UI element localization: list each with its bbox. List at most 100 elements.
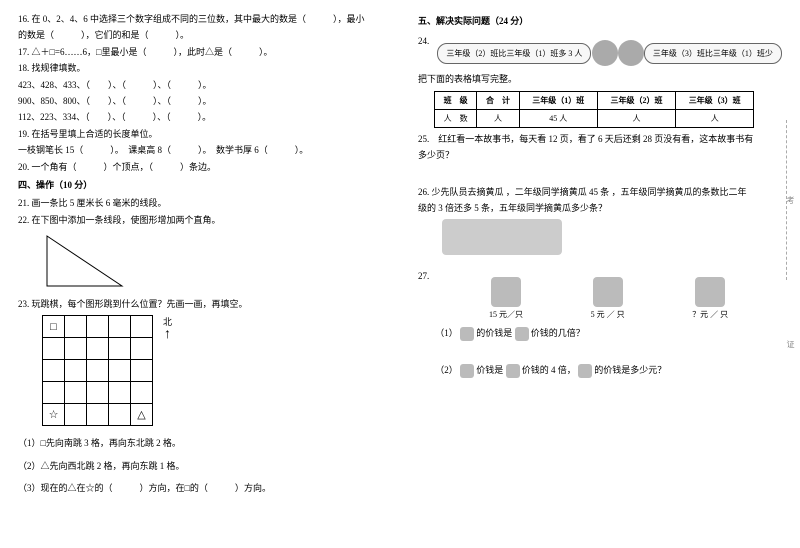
q25b-text: 多少页？ (418, 148, 782, 162)
triangle-figure (42, 231, 382, 293)
th: 三年级（1）班 (519, 91, 597, 109)
inline-animal-icon (578, 364, 592, 378)
animal-icon (593, 277, 623, 307)
bubble-row: 三年级（2）班比三年级（1）班多 3 人 三年级（3）班比三年级（1）班少 (437, 40, 782, 66)
q18-text: 18. 找规律填数。 (18, 61, 382, 75)
q20-text: 20. 一个角有（ ）个顶点，（ ）条边。 (18, 160, 382, 174)
th: 合 计 (477, 91, 519, 109)
td: 45 人 (519, 109, 597, 127)
triangle-svg (42, 231, 142, 291)
q22-text: 22. 在下图中添加一条线段，使图形增加两个直角。 (18, 213, 382, 227)
animal-icon (695, 277, 725, 307)
item-icon-3: ？元 ／ 只 (692, 277, 728, 320)
kid-icon (592, 40, 618, 66)
th: 三年级（3）班 (676, 91, 754, 109)
grid-cell (109, 360, 131, 382)
q18a-text: 423、428、433、（ ）、（ ）、（ ）。 (18, 78, 382, 92)
q17-text: 17. △＋□=6……6，□里最小是（ ），此时△是（ ）。 (18, 45, 382, 59)
side-tab-a: 考 (786, 120, 796, 280)
td: 人 (597, 109, 675, 127)
q26-text: 26. 少先队员去摘黄瓜 ，二年级同学摘黄瓜 45 条 ，五年级同学摘黄瓜的条数… (418, 185, 782, 199)
th: 班 级 (435, 91, 477, 109)
grid-wrap: □ ☆ △ 北 ↑ (42, 315, 382, 426)
q21-text: 21. 画一条比 5 厘米长 6 毫米的线段。 (18, 196, 382, 210)
section5-heading: 五、解决实际问题（24 分） (418, 14, 782, 28)
q27-label: 27. (418, 271, 429, 281)
north-indicator: 北 ↑ (163, 315, 172, 342)
grid-cell: △ (131, 404, 153, 426)
grid-cell (43, 382, 65, 404)
grid-cell (65, 360, 87, 382)
price-2: 5 元 ／ 只 (591, 309, 625, 320)
inline-animal-icon (460, 364, 474, 378)
grid-cell (87, 360, 109, 382)
q26-figure (442, 219, 782, 257)
grid-cell (87, 404, 109, 426)
grid-cell (131, 338, 153, 360)
speech-bubble-right: 三年级（3）班比三年级（1）班少 (644, 43, 782, 64)
inline-animal-icon (515, 327, 529, 341)
q23-1-text: （1）□先向南跳 3 格，再向东北跳 2 格。 (18, 436, 382, 450)
kid-icon (618, 40, 644, 66)
section4-heading: 四、操作（10 分） (18, 178, 382, 192)
data-table: 班 级 合 计 三年级（1）班 三年级（2）班 三年级（3）班 人 数 人 45… (434, 91, 754, 128)
left-column: 16. 在 0、2、4、6 中选择三个数字组成不同的三位数，其中最大的数是（ ）… (0, 0, 400, 548)
item-icon-2: 5 元 ／ 只 (591, 277, 625, 320)
q26b-text: 级的 3 倍还多 5 条，五年级同学摘黄瓜多少条？ (418, 201, 782, 215)
grid-table: □ ☆ △ (42, 315, 153, 426)
table-row: 人 数 人 45 人 人 人 (435, 109, 754, 127)
grid-cell (131, 382, 153, 404)
q25-text: 25. 红红看一本故事书，每天看 12 页，看了 6 天后还剩 28 页没有看，… (418, 132, 782, 146)
q24b-text: 把下面的表格填写完整。 (418, 72, 782, 86)
q27-2: （2） 价钱是 价钱的 4 倍， 的价钱是多少元？ (435, 363, 782, 378)
td: 人 (676, 109, 754, 127)
q27-2c: 价钱的 4 倍， (522, 365, 576, 375)
q23-2-text: （2）△先向西北跳 2 格，再向东跳 1 格。 (18, 459, 382, 473)
table-header-row: 班 级 合 计 三年级（1）班 三年级（2）班 三年级（3）班 (435, 91, 754, 109)
grid-cell (65, 382, 87, 404)
price-3: ？元 ／ 只 (692, 309, 728, 320)
q27-1a: （1） (435, 328, 458, 338)
side-tab-b: 证 (786, 340, 796, 348)
grid-cell (65, 404, 87, 426)
grid-cell (87, 338, 109, 360)
q27-1c: 价钱的几倍？ (531, 328, 585, 338)
grid-cell (65, 338, 87, 360)
speech-bubble-left: 三年级（2）班比三年级（1）班多 3 人 (437, 43, 591, 64)
icon-row: 15 元／只 5 元 ／ 只 ？元 ／ 只 (455, 277, 762, 320)
q27-1: （1） 的价钱是 价钱的几倍？ (435, 326, 782, 341)
grid-cell (109, 338, 131, 360)
grid-cell (131, 316, 153, 338)
grid-cell (131, 360, 153, 382)
q24-label: 24. (418, 36, 429, 46)
th: 三年级（2）班 (597, 91, 675, 109)
grid-cell (87, 382, 109, 404)
inline-animal-icon (506, 364, 520, 378)
q27-2d: 的价钱是多少元？ (594, 365, 666, 375)
td: 人 (477, 109, 519, 127)
right-column: 五、解决实际问题（24 分） 24. 三年级（2）班比三年级（1）班多 3 人 … (400, 0, 800, 548)
q19a-text: 一枝钢笔长 15（ ）。 课桌高 8（ ）。 数学书厚 6（ ）。 (18, 143, 382, 157)
grid-cell: □ (43, 316, 65, 338)
grid-cell (43, 360, 65, 382)
q23-3-text: （3）现在的△在☆的（ ）方向，在□的（ ）方向。 (18, 481, 382, 495)
td: 人 数 (435, 109, 477, 127)
grid-cell (65, 316, 87, 338)
grid-cell (43, 338, 65, 360)
grid-cell (109, 404, 131, 426)
item-icon-1: 15 元／只 (489, 277, 523, 320)
north-arrow-icon: ↑ (163, 328, 172, 342)
q27-1b: 的价钱是 (476, 328, 512, 338)
q18c-text: 112、223、334、（ ）、（ ）、（ ）。 (18, 110, 382, 124)
grid-cell (109, 316, 131, 338)
animal-icon (491, 277, 521, 307)
q16-text: 16. 在 0、2、4、6 中选择三个数字组成不同的三位数，其中最大的数是（ ）… (18, 12, 382, 26)
q23-text: 23. 玩跳棋，每个图形跳到什么位置？先画一画，再填空。 (18, 297, 382, 311)
q19-text: 19. 在括号里填上合适的长度单位。 (18, 127, 382, 141)
grid-cell (87, 316, 109, 338)
q18b-text: 900、850、800、（ ）、（ ）、（ ）。 (18, 94, 382, 108)
q27-2a: （2） (435, 365, 458, 375)
inline-animal-icon (460, 327, 474, 341)
grid-cell: ☆ (43, 404, 65, 426)
grid-cell (109, 382, 131, 404)
